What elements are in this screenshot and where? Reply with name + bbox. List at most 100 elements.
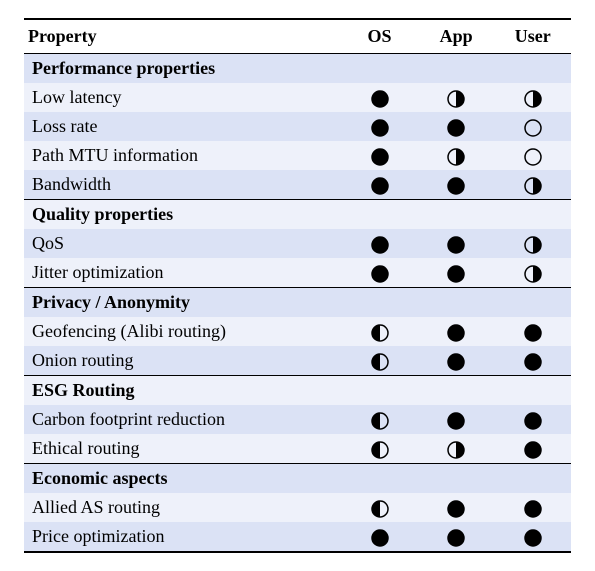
harvey-half_right-icon	[524, 90, 542, 108]
harvey-full-icon	[524, 412, 542, 430]
table-row: Geofencing (Alibi routing)	[24, 317, 571, 346]
harvey-full-icon	[447, 529, 465, 547]
harvey-half_right-icon	[447, 441, 465, 459]
property-label: Path MTU information	[24, 141, 341, 170]
cell-app	[418, 493, 495, 522]
table-row: Jitter optimization	[24, 258, 571, 288]
cell-os	[341, 83, 418, 112]
harvey-half_left-icon	[371, 324, 389, 342]
table-row: Low latency	[24, 83, 571, 112]
harvey-empty-icon	[524, 119, 542, 137]
section-title: ESG Routing	[24, 376, 571, 406]
cell-app	[418, 317, 495, 346]
cell-user	[494, 434, 571, 464]
cell-user	[494, 522, 571, 552]
section-title: Privacy / Anonymity	[24, 288, 571, 318]
harvey-full-icon	[371, 90, 389, 108]
cell-app	[418, 112, 495, 141]
cell-os	[341, 258, 418, 288]
property-label: Jitter optimization	[24, 258, 341, 288]
harvey-full-icon	[447, 236, 465, 254]
cell-app	[418, 83, 495, 112]
cell-user	[494, 258, 571, 288]
table-body: Performance propertiesLow latency Loss r…	[24, 54, 571, 553]
cell-user	[494, 170, 571, 200]
harvey-full-icon	[447, 412, 465, 430]
cell-user	[494, 493, 571, 522]
harvey-half_left-icon	[371, 353, 389, 371]
harvey-half_left-icon	[371, 500, 389, 518]
col-property: Property	[24, 19, 341, 54]
harvey-full-icon	[447, 324, 465, 342]
section-header: Economic aspects	[24, 464, 571, 494]
property-label: Bandwidth	[24, 170, 341, 200]
harvey-full-icon	[371, 529, 389, 547]
cell-app	[418, 170, 495, 200]
harvey-full-icon	[447, 500, 465, 518]
property-label: Allied AS routing	[24, 493, 341, 522]
cell-os	[341, 346, 418, 376]
section-header: Quality properties	[24, 200, 571, 230]
section-title: Economic aspects	[24, 464, 571, 494]
cell-app	[418, 405, 495, 434]
cell-user	[494, 405, 571, 434]
cell-user	[494, 83, 571, 112]
cell-user	[494, 141, 571, 170]
properties-table: Property OS App User Performance propert…	[24, 18, 571, 553]
cell-app	[418, 229, 495, 258]
cell-os	[341, 170, 418, 200]
cell-os	[341, 229, 418, 258]
cell-user	[494, 317, 571, 346]
section-header: ESG Routing	[24, 376, 571, 406]
harvey-full-icon	[371, 236, 389, 254]
cell-user	[494, 229, 571, 258]
cell-os	[341, 434, 418, 464]
harvey-full-icon	[371, 148, 389, 166]
harvey-empty-icon	[524, 148, 542, 166]
cell-os	[341, 112, 418, 141]
cell-os	[341, 405, 418, 434]
cell-app	[418, 141, 495, 170]
harvey-half_left-icon	[371, 441, 389, 459]
harvey-half_right-icon	[447, 148, 465, 166]
cell-os	[341, 522, 418, 552]
table-row: Carbon footprint reduction	[24, 405, 571, 434]
property-label: Geofencing (Alibi routing)	[24, 317, 341, 346]
harvey-full-icon	[524, 353, 542, 371]
harvey-full-icon	[371, 177, 389, 195]
property-label: Price optimization	[24, 522, 341, 552]
section-title: Performance properties	[24, 54, 571, 84]
harvey-half_right-icon	[447, 90, 465, 108]
harvey-half_right-icon	[524, 236, 542, 254]
harvey-half_right-icon	[524, 265, 542, 283]
harvey-half_left-icon	[371, 412, 389, 430]
section-header: Privacy / Anonymity	[24, 288, 571, 318]
table-row: Onion routing	[24, 346, 571, 376]
cell-os	[341, 493, 418, 522]
cell-app	[418, 258, 495, 288]
harvey-full-icon	[524, 529, 542, 547]
table-header: Property OS App User	[24, 19, 571, 54]
harvey-full-icon	[524, 441, 542, 459]
cell-os	[341, 141, 418, 170]
harvey-full-icon	[447, 177, 465, 195]
harvey-half_right-icon	[524, 177, 542, 195]
cell-user	[494, 346, 571, 376]
section-title: Quality properties	[24, 200, 571, 230]
harvey-full-icon	[371, 265, 389, 283]
section-header: Performance properties	[24, 54, 571, 84]
property-label: QoS	[24, 229, 341, 258]
col-os: OS	[341, 19, 418, 54]
harvey-full-icon	[447, 265, 465, 283]
cell-app	[418, 522, 495, 552]
harvey-full-icon	[371, 119, 389, 137]
property-label: Ethical routing	[24, 434, 341, 464]
table-row: QoS	[24, 229, 571, 258]
col-app: App	[418, 19, 495, 54]
cell-os	[341, 317, 418, 346]
harvey-full-icon	[524, 500, 542, 518]
table-row: Allied AS routing	[24, 493, 571, 522]
property-label: Carbon footprint reduction	[24, 405, 341, 434]
col-user: User	[494, 19, 571, 54]
cell-user	[494, 112, 571, 141]
